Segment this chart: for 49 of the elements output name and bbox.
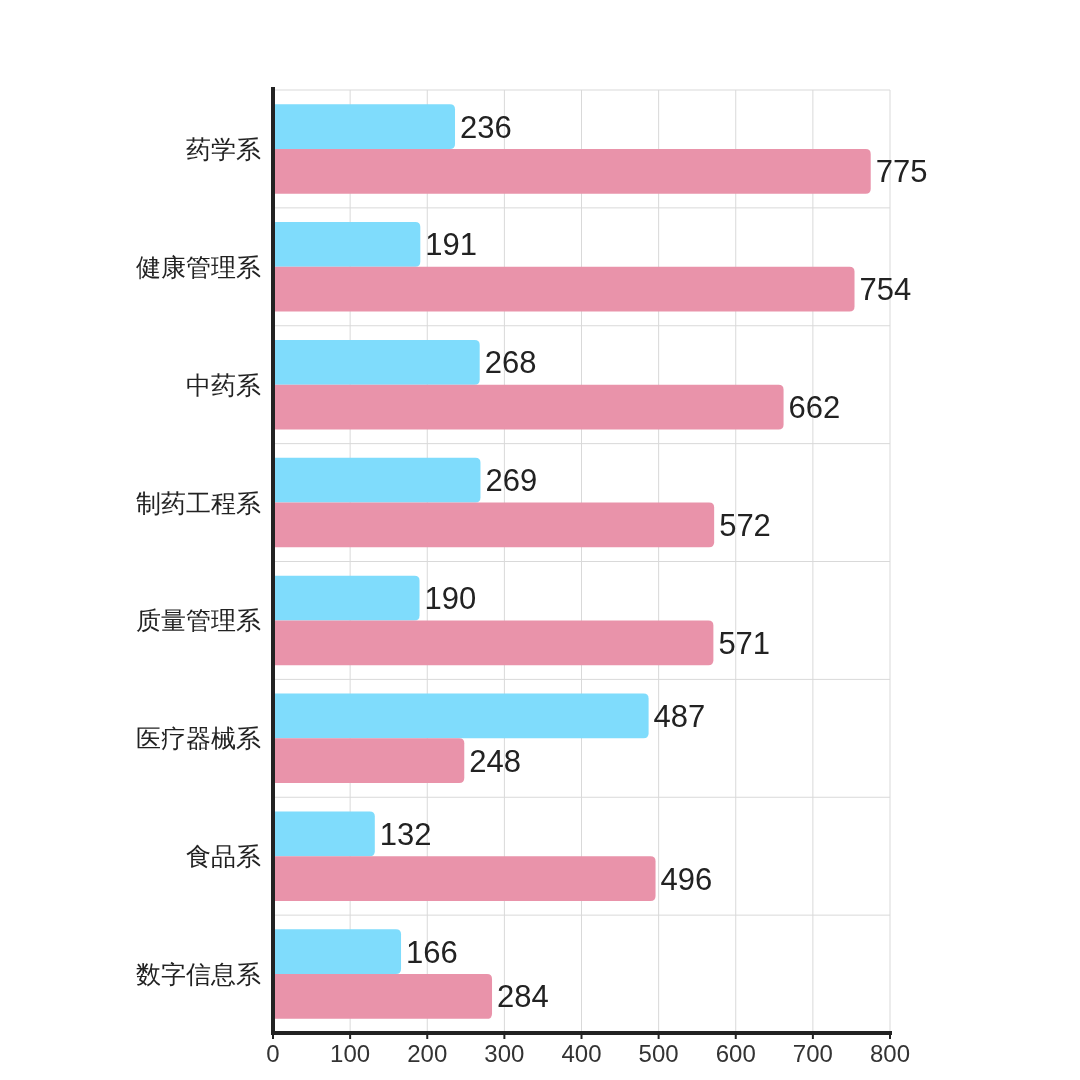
bar <box>273 738 465 784</box>
data-label: 132 <box>379 816 432 852</box>
data-label: 190 <box>424 581 477 617</box>
y-tick-label: 数字信息系 <box>136 960 261 989</box>
data-label: 496 <box>660 861 713 897</box>
bar <box>273 384 784 430</box>
x-tick-label: 800 <box>869 1040 911 1067</box>
y-tick-label: 药学系 <box>186 134 261 163</box>
bar <box>273 339 480 385</box>
data-label: 269 <box>485 463 538 499</box>
bar <box>273 502 715 548</box>
x-tick-label: 300 <box>484 1040 525 1067</box>
x-tick-label: 100 <box>330 1040 371 1067</box>
bar <box>273 222 421 267</box>
y-tick-label: 食品系 <box>186 842 261 871</box>
bar <box>273 457 481 503</box>
data-label: 487 <box>653 698 706 734</box>
x-tick-label: 500 <box>638 1040 679 1067</box>
x-tick-label: 0 <box>266 1040 280 1067</box>
bar <box>273 856 656 901</box>
bar <box>273 811 375 857</box>
bar <box>273 929 402 975</box>
data-label: 572 <box>719 507 771 543</box>
data-label: 248 <box>469 743 521 779</box>
y-tick-label: 医疗器械系 <box>136 724 261 753</box>
bar <box>273 266 855 312</box>
y-tick-label: 质量管理系 <box>136 606 261 635</box>
data-label: 191 <box>425 227 478 263</box>
bar <box>273 974 493 1019</box>
data-label: 166 <box>406 934 458 970</box>
bar <box>273 575 420 621</box>
data-label: 571 <box>718 625 771 661</box>
x-tick-label: 200 <box>407 1040 448 1067</box>
data-label: 268 <box>484 345 537 381</box>
data-label: 754 <box>859 272 912 308</box>
y-tick-label: 中药系 <box>186 370 261 399</box>
bar <box>273 693 649 739</box>
data-label: 284 <box>497 979 549 1015</box>
data-label: 662 <box>788 390 841 426</box>
data-label: 236 <box>460 109 512 145</box>
y-tick-label: 制药工程系 <box>136 488 261 517</box>
x-tick-label: 700 <box>792 1040 833 1067</box>
bar <box>273 620 714 666</box>
bar <box>273 148 871 194</box>
data-label: 775 <box>875 154 928 190</box>
x-tick-label: 600 <box>715 1040 756 1067</box>
x-tick-label: 400 <box>561 1040 602 1067</box>
y-tick-label: 健康管理系 <box>136 252 261 281</box>
bar <box>273 104 456 149</box>
